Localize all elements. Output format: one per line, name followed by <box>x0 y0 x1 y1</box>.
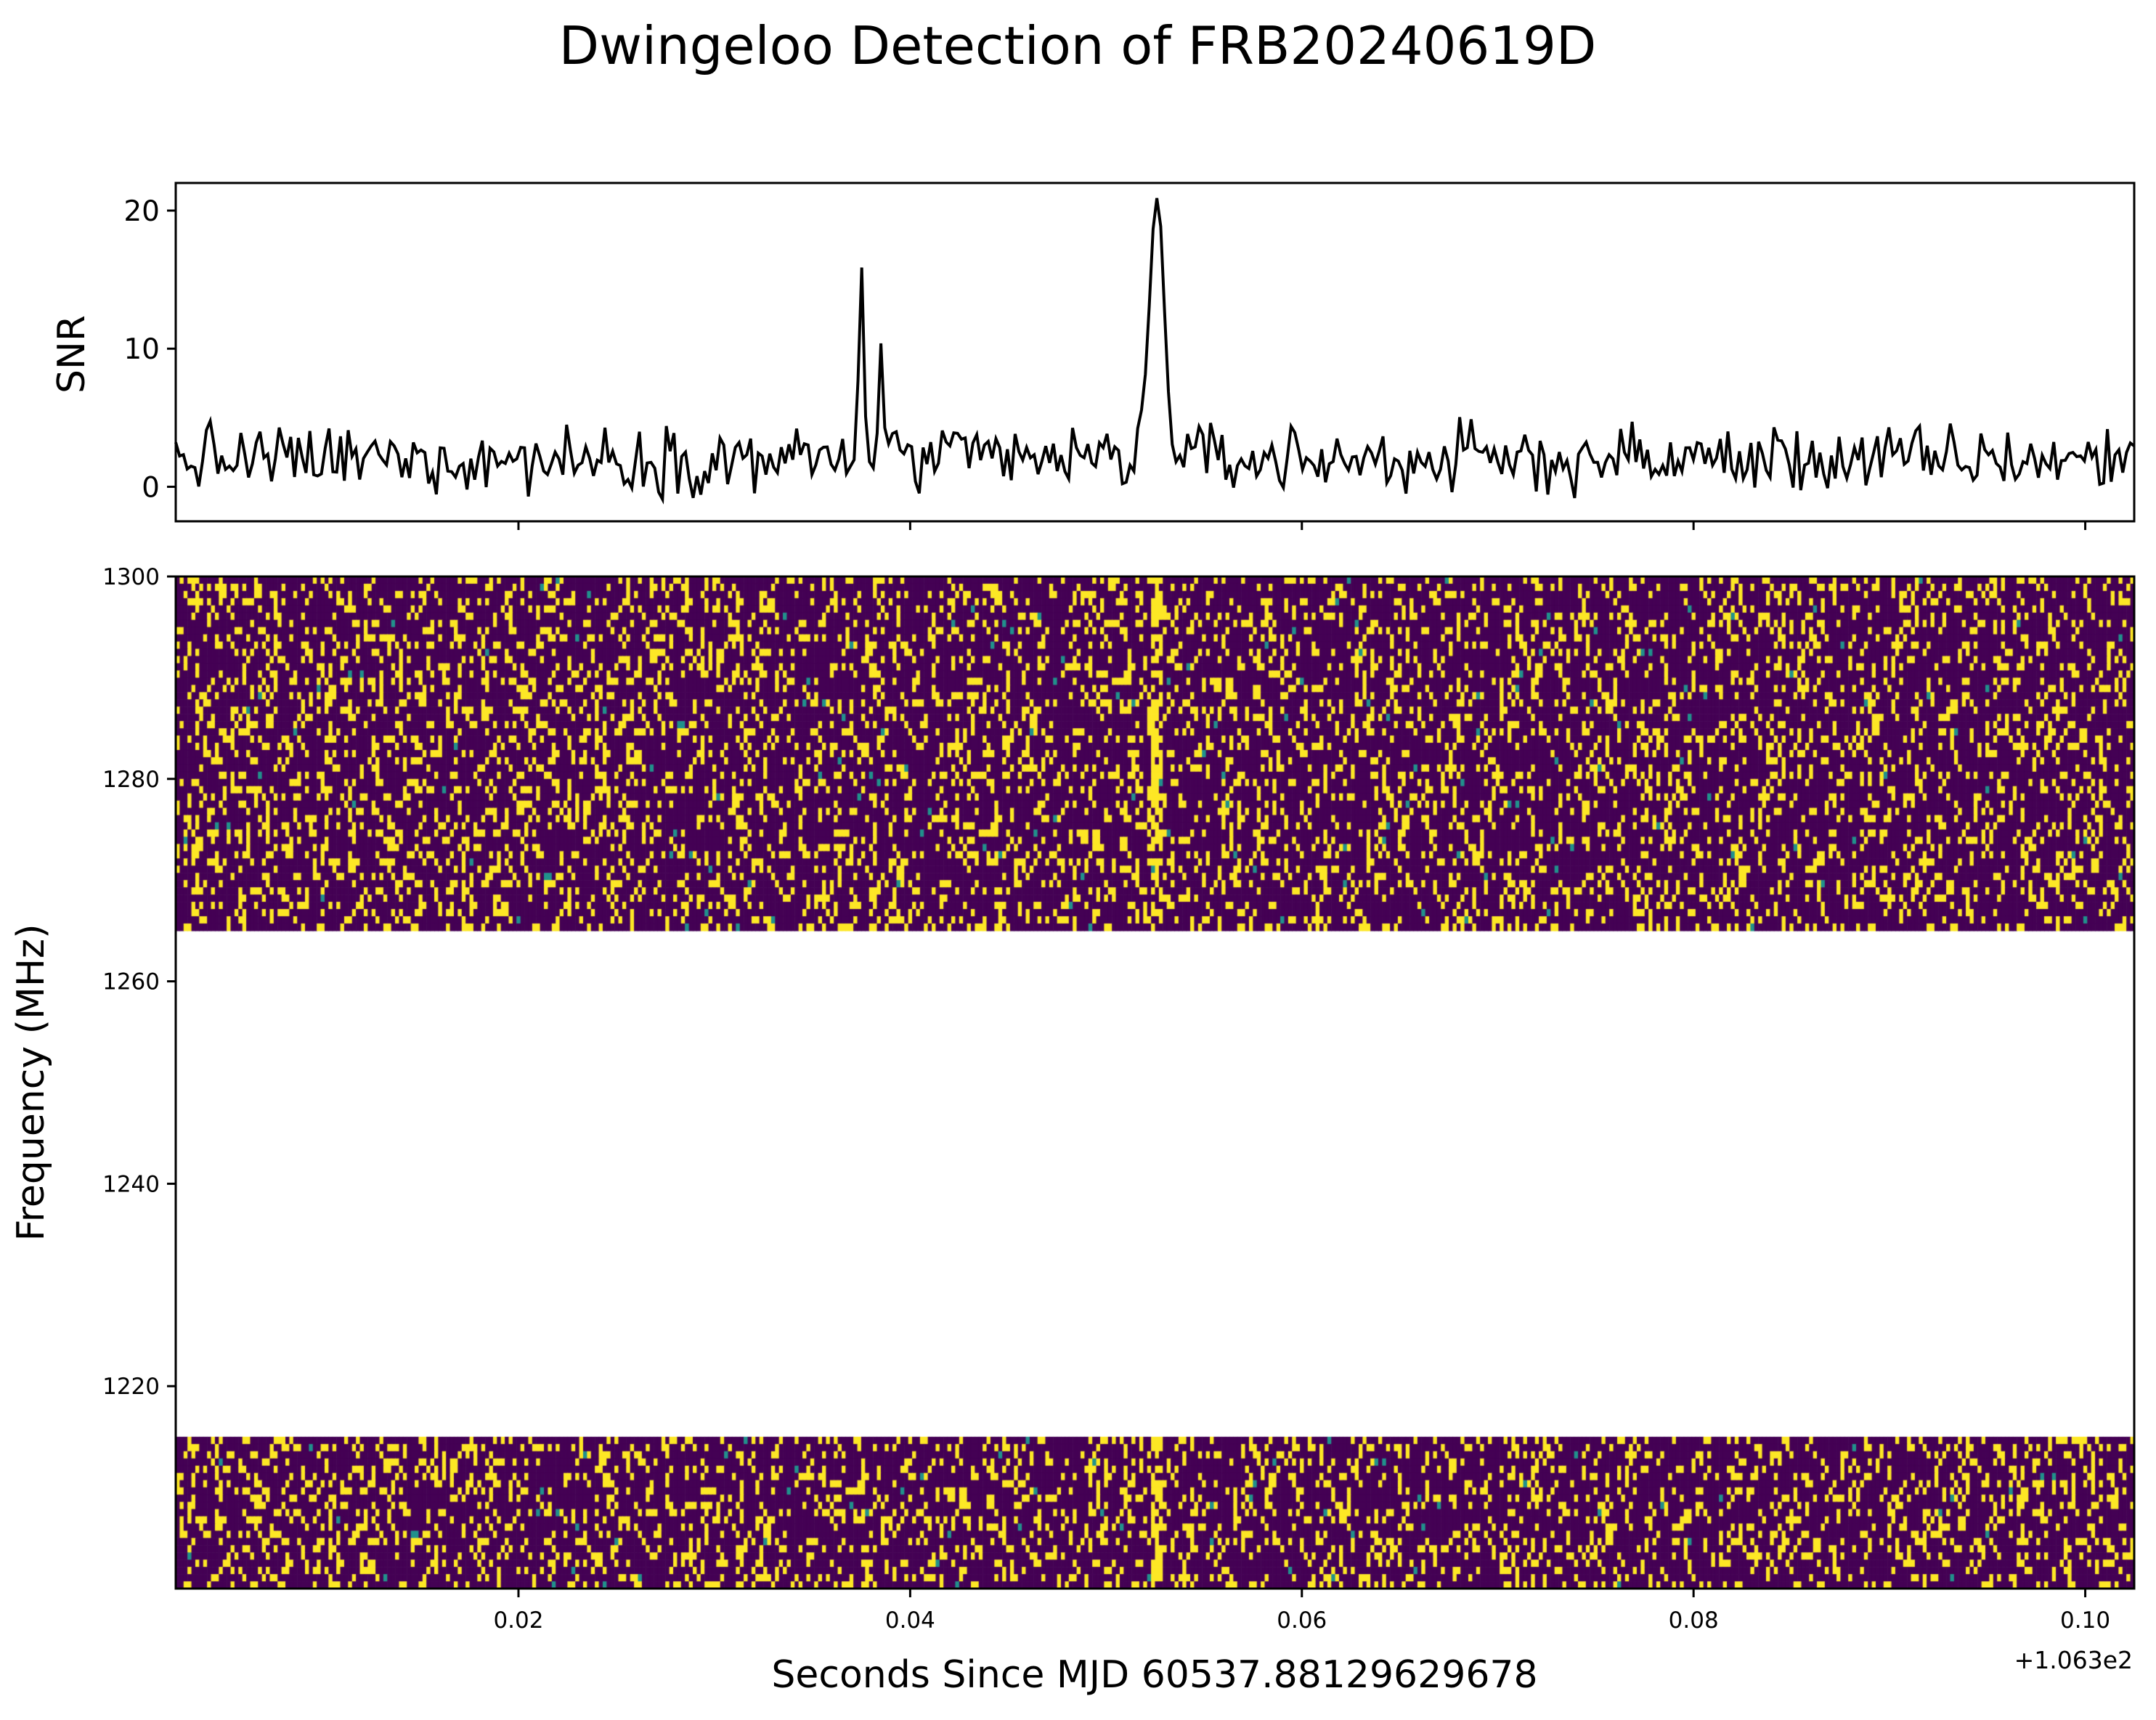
spectrum-panel: 1220 1240 1260 1280 1300 0.02 0.04 0.06 0.08 0.1… <box>9 564 2136 1697</box>
spectrum-heatmap <box>176 576 2134 1589</box>
spectrum-xticks: 0.02 0.04 0.06 0.08 0.10 <box>493 1589 2110 1634</box>
spectrum-image-holder <box>176 576 2134 1589</box>
spectrum-ytick-label: 1280 <box>102 767 160 793</box>
spectrum-ytick-label: 1300 <box>102 564 160 590</box>
spectrum-yticks: 1220 1240 1260 1280 1300 <box>102 564 176 1400</box>
spectrum-xtick-label: 0.06 <box>1277 1607 1327 1634</box>
spectrum-xlabel: Seconds Since MJD 60537.88129629678 <box>771 1653 1537 1697</box>
snr-ytick-label: 0 <box>142 471 160 504</box>
snr-panel: 0 10 20 SNR <box>50 182 2136 530</box>
spectrum-xtick-label: 0.10 <box>2060 1607 2110 1634</box>
snr-series-group <box>174 197 2136 505</box>
chart-title: Dwingeloo Detection of FRB20240619D <box>559 15 1597 76</box>
spectrum-axes-frame <box>174 575 2136 1590</box>
x-offset-label: +1.063e2 <box>2014 1646 2133 1674</box>
spectrum-xtick-label: 0.04 <box>885 1607 935 1634</box>
spectrum-ytick-label: 1260 <box>102 969 160 995</box>
snr-yticks: 0 10 20 <box>123 195 176 504</box>
spectrum-ytick-label: 1220 <box>102 1374 160 1400</box>
spectrum-xtick-label: 0.08 <box>1669 1607 1719 1634</box>
spectrum-xtick-label: 0.02 <box>493 1607 543 1634</box>
snr-xticks <box>517 521 2087 530</box>
snr-axes-frame <box>174 182 2136 523</box>
spectrum-ytick-label: 1240 <box>102 1171 160 1197</box>
snr-ylabel: SNR <box>50 315 94 394</box>
snr-line <box>174 197 2136 505</box>
spectrum-ylabel: Frequency (MHz) <box>9 924 53 1242</box>
snr-ytick-label: 10 <box>123 333 160 366</box>
snr-ytick-label: 20 <box>123 195 160 228</box>
